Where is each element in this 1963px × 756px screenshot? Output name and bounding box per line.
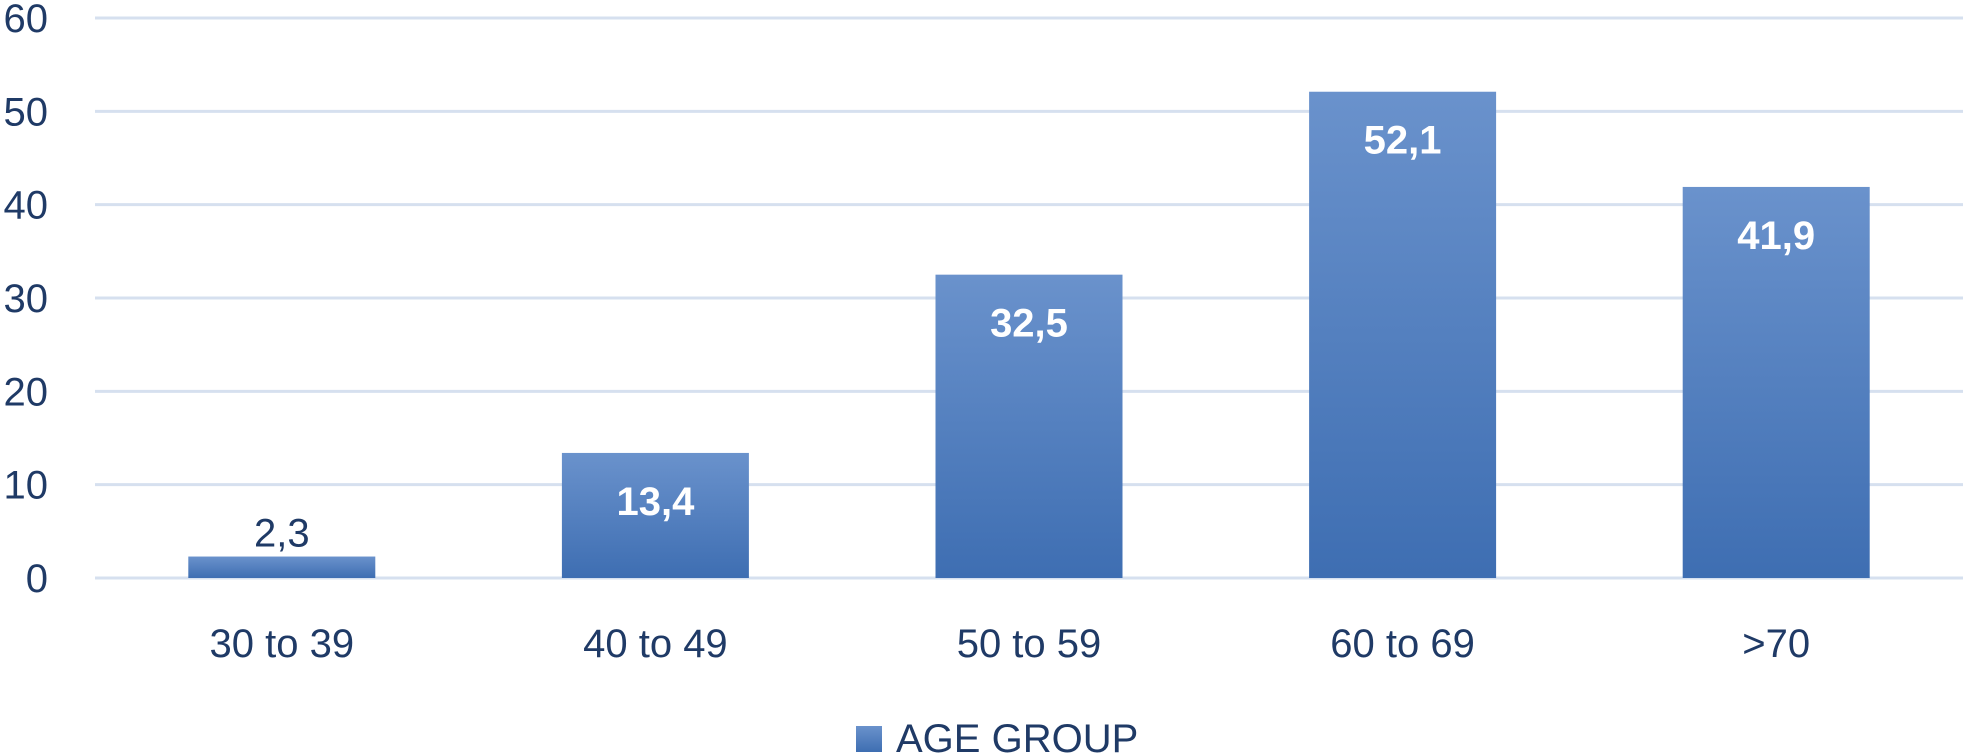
data-label: 13,4 [616,480,695,524]
data-label: 41,9 [1737,214,1815,258]
x-tick-label: >70 [1742,622,1810,666]
data-label: 2,3 [254,512,310,556]
y-tick-label: 20 [4,370,49,414]
x-tick-label: 50 to 59 [957,622,1102,666]
legend-swatch [856,726,882,752]
bar [1309,91,1497,578]
y-tick-label: 10 [4,464,49,508]
y-tick-label: 50 [4,90,49,134]
data-label: 32,5 [990,302,1068,346]
bar [935,274,1123,578]
y-tick-label: 60 [4,0,49,41]
bar [188,556,376,578]
bar [1682,186,1870,578]
data-label: 52,1 [1364,119,1442,163]
bars [188,91,1870,578]
y-tick-label: 0 [26,557,48,601]
x-axis-ticks: 30 to 39 40 to 49 50 to 59 60 to 69 >70 [210,622,1811,666]
y-tick-label: 30 [4,277,49,321]
legend-label: AGE GROUP [896,717,1138,756]
legend: AGE GROUP [856,717,1138,756]
x-tick-label: 30 to 39 [210,622,355,666]
y-axis-ticks: 0 10 20 30 40 50 60 [4,0,49,601]
data-labels: 2,3 13,4 32,5 52,1 41,9 [254,119,1815,556]
y-tick-label: 40 [4,184,49,228]
x-tick-label: 40 to 49 [583,622,728,666]
x-tick-label: 60 to 69 [1330,622,1475,666]
bar [561,452,749,578]
